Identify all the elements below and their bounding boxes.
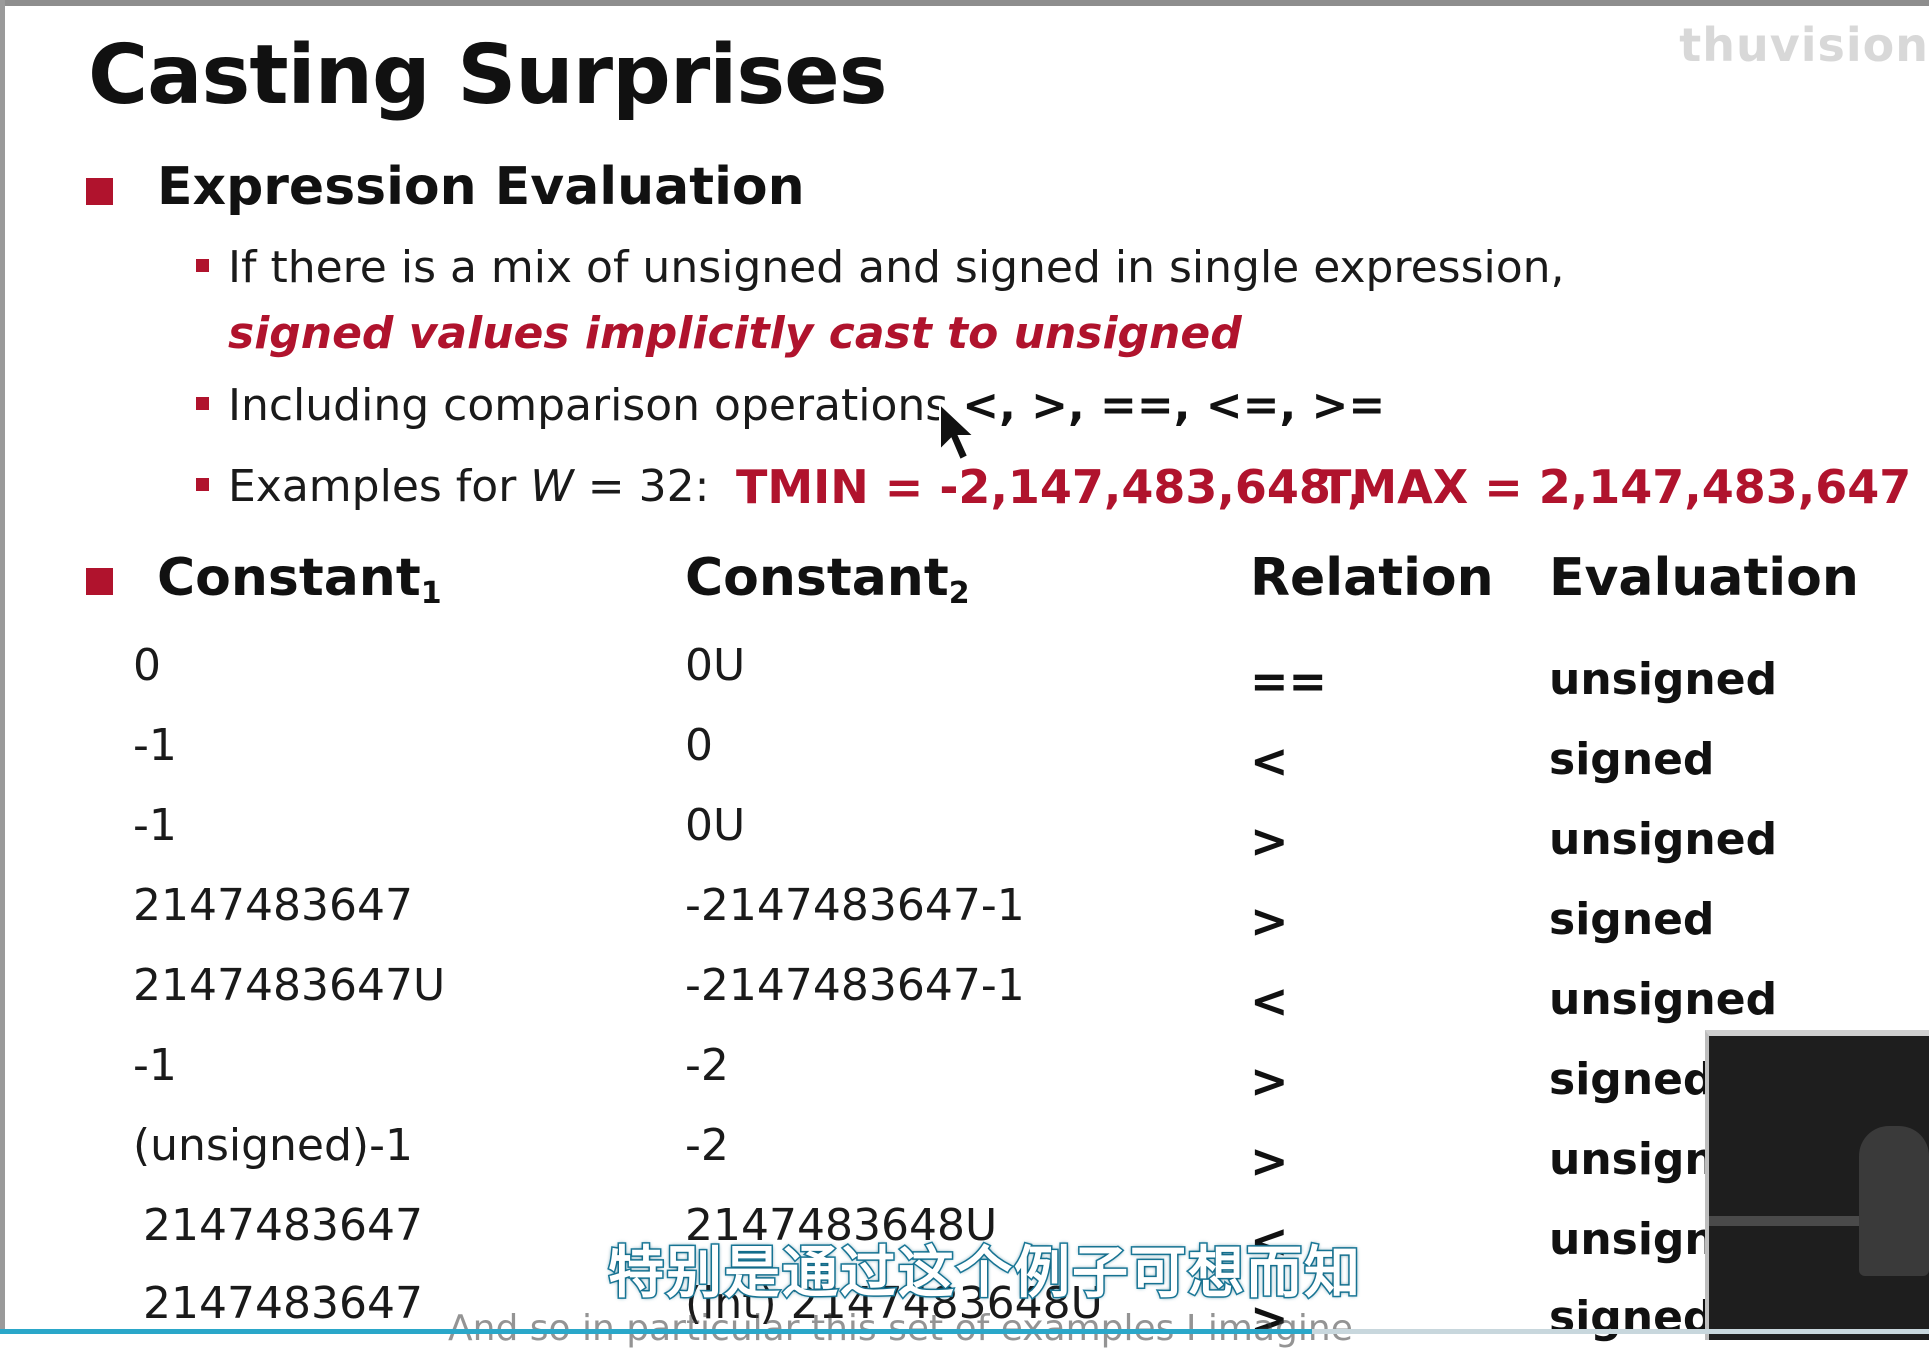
cell-constant2: 0 [685,720,713,771]
cell-relation: == [1250,654,1328,708]
cell-constant2: -2147483647-1 [685,880,1025,931]
cell-evaluation: signed [1549,894,1715,945]
header-constant1-label: Constant [157,548,421,608]
cell-relation: < [1250,734,1289,788]
cell-constant2: -2 [685,1120,729,1171]
cell-constant2: -2 [685,1040,729,1091]
video-frame-top-edge [0,0,1929,6]
header-constant2-label: Constant [685,548,949,608]
bullet-mixed-expression: If there is a mix of unsigned and signed… [228,242,1565,293]
cell-evaluation: signed [1549,1292,1715,1343]
video-frame-left-edge [0,0,5,1334]
speaker-figure [1859,1126,1929,1276]
speaker-video-inset [1705,1030,1929,1340]
cell-constant1: 2147483647 [143,1278,423,1329]
examples-w: W [530,461,574,512]
inset-stage-band [1709,1216,1929,1226]
header-constant1-sub: 1 [420,576,442,611]
cell-constant1: -1 [133,800,177,851]
cell-constant1: 0 [133,640,161,691]
sub-bullet-icon [196,397,209,410]
cell-evaluation: unsigned [1549,974,1778,1025]
bullet-examples: Examples for W = 32: [228,461,709,512]
cell-relation: < [1250,1214,1289,1268]
bullet-square-icon [86,178,113,205]
slide-title: Casting Surprises [88,28,888,123]
cell-relation: < [1250,974,1289,1028]
channel-watermark: thuvision [1679,18,1929,72]
comparison-text: Including comparison operations [228,380,949,431]
header-constant1: Constant1 [157,548,442,611]
cell-relation: > [1250,1054,1289,1108]
sub-bullet-icon [196,259,209,272]
section-heading: Expression Evaluation [157,157,805,217]
cell-constant1: (unsigned)-1 [133,1120,413,1171]
cell-constant2: 0U [685,640,746,691]
examples-prefix: Examples for [228,461,531,512]
sub-bullet-icon [196,478,209,491]
cell-evaluation: unsigned [1549,654,1778,705]
header-relation: Relation [1250,548,1494,608]
cell-constant2: 0U [685,800,746,851]
cell-evaluation: signed [1549,1054,1715,1105]
cell-relation: > [1250,894,1289,948]
caption-chinese: 特别是通过这个例子可想而知 [607,1240,1362,1308]
cell-constant1: 2147483647U [133,960,446,1011]
header-constant2-sub: 2 [948,576,970,611]
cell-constant2: -2147483647-1 [685,960,1025,1011]
bullet-comparison: Including comparison operations <, >, ==… [228,380,1385,431]
bullet-square-icon [86,568,113,595]
examples-eq: = 32: [573,461,710,512]
cell-relation: > [1250,1134,1289,1188]
tmin-value: TMIN = -2,147,483,648 , [736,460,1365,514]
cell-constant2: 2147483648U [685,1200,998,1251]
header-evaluation: Evaluation [1549,548,1859,608]
cell-constant1: 2147483647 [143,1200,423,1251]
cell-constant1: 2147483647 [133,880,413,931]
video-progress-fill[interactable] [0,1329,1312,1334]
cell-constant2: (int) 2147483648U [685,1278,1103,1329]
mouse-cursor-icon [939,402,977,462]
header-constant2: Constant2 [685,548,970,611]
bullet-emphasis: signed values implicitly cast to unsigne… [228,308,1242,359]
comparison-operators: <, >, ==, <=, >= [962,380,1386,431]
cell-constant1: -1 [133,720,177,771]
cell-evaluation: unsigned [1549,814,1778,865]
cell-relation: > [1250,814,1289,868]
tmax-value: TMAX = 2,147,483,647 [1320,460,1912,514]
cell-evaluation: signed [1549,734,1715,785]
cell-constant1: -1 [133,1040,177,1091]
